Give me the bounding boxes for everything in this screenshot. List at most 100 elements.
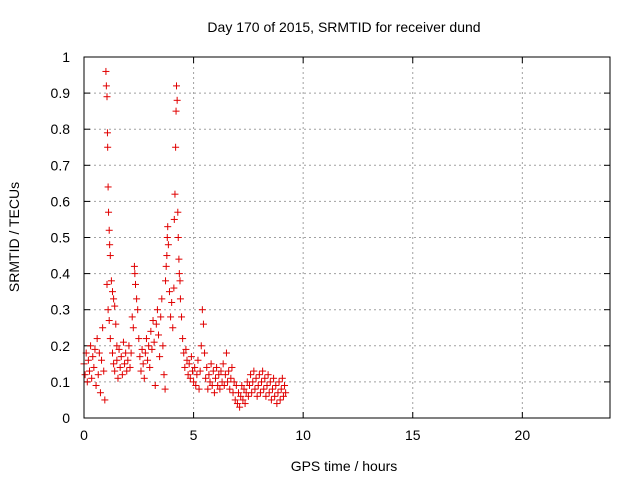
data-point	[172, 143, 180, 151]
data-point	[245, 382, 253, 390]
x-tick-label: 15	[405, 427, 421, 443]
data-point	[178, 313, 186, 321]
data-point	[174, 234, 182, 241]
data-point	[255, 371, 263, 379]
data-point	[226, 385, 234, 393]
data-point	[169, 324, 177, 332]
data-point	[145, 342, 153, 350]
data-point	[214, 382, 222, 390]
data-point	[102, 67, 110, 75]
data-point	[111, 367, 119, 375]
data-point	[267, 396, 275, 404]
data-point	[265, 389, 273, 397]
data-point	[126, 363, 134, 371]
data-point	[103, 93, 111, 101]
data-point	[207, 360, 215, 368]
data-point	[183, 356, 191, 364]
data-point	[117, 353, 125, 361]
data-point	[180, 349, 188, 357]
data-point	[112, 320, 120, 328]
data-point	[83, 378, 91, 386]
data-point	[114, 374, 122, 382]
data-point	[212, 374, 219, 382]
data-point	[176, 295, 184, 303]
data-point	[163, 234, 171, 241]
data-point	[175, 255, 183, 263]
chart-title: Day 170 of 2015, SRMTID for receiver dun…	[207, 19, 480, 35]
data-point	[131, 270, 139, 278]
data-point	[237, 392, 245, 400]
data-point	[222, 349, 230, 357]
data-point	[107, 277, 115, 285]
data-point	[195, 385, 203, 393]
data-point	[170, 215, 178, 223]
data-point	[203, 363, 211, 371]
data-point	[279, 392, 287, 400]
data-point	[199, 320, 207, 328]
data-point	[215, 371, 223, 379]
data-point	[252, 374, 260, 382]
data-point	[125, 342, 133, 350]
data-point	[95, 349, 103, 357]
data-point	[89, 353, 97, 361]
data-point	[102, 82, 110, 90]
data-point	[219, 360, 227, 368]
data-point	[133, 295, 141, 303]
y-tick-label: 0.5	[51, 230, 71, 246]
x-tick-label: 5	[190, 427, 198, 443]
data-point	[103, 280, 111, 288]
y-tick-label: 0.4	[51, 266, 71, 282]
y-tick-label: 0.6	[51, 193, 71, 209]
data-point	[123, 367, 131, 375]
data-point	[175, 270, 183, 278]
data-point	[129, 324, 137, 332]
data-point	[150, 338, 158, 346]
data-point	[144, 356, 152, 364]
data-point	[187, 353, 195, 361]
data-point	[253, 392, 261, 400]
data-point	[174, 208, 182, 216]
data-point	[159, 342, 167, 350]
data-point	[99, 324, 107, 332]
data-point	[194, 356, 202, 364]
data-point	[138, 345, 146, 353]
data-point	[160, 371, 168, 379]
data-point	[172, 82, 180, 90]
y-tick-label: 1	[62, 49, 70, 65]
data-point	[231, 396, 239, 404]
data-point	[147, 327, 155, 335]
data-point	[151, 382, 159, 390]
data-point	[152, 320, 160, 328]
data-point	[105, 317, 113, 325]
data-point	[217, 367, 225, 375]
data-point	[93, 335, 101, 343]
data-point	[170, 284, 178, 292]
data-point	[135, 335, 143, 343]
data-point	[87, 342, 95, 350]
data-point	[153, 306, 161, 314]
x-tick-label: 20	[515, 427, 531, 443]
data-point	[181, 363, 189, 371]
data-point	[225, 367, 233, 375]
data-point	[268, 385, 276, 393]
data-point	[235, 389, 243, 397]
data-point	[259, 367, 267, 375]
data-point	[119, 338, 127, 346]
data-point	[121, 360, 129, 368]
data-point	[88, 374, 96, 382]
data-point	[238, 382, 246, 390]
data-point	[192, 382, 200, 390]
data-point	[188, 367, 196, 375]
data-point	[276, 396, 284, 404]
data-point	[106, 241, 114, 249]
data-point	[281, 382, 289, 390]
data-point	[236, 403, 244, 411]
data-point	[104, 143, 112, 151]
data-point	[108, 288, 116, 296]
data-point	[141, 349, 149, 357]
data-point	[210, 389, 218, 397]
data-point	[230, 378, 238, 386]
data-point	[161, 385, 169, 393]
data-point	[149, 317, 157, 325]
data-point	[206, 378, 214, 386]
